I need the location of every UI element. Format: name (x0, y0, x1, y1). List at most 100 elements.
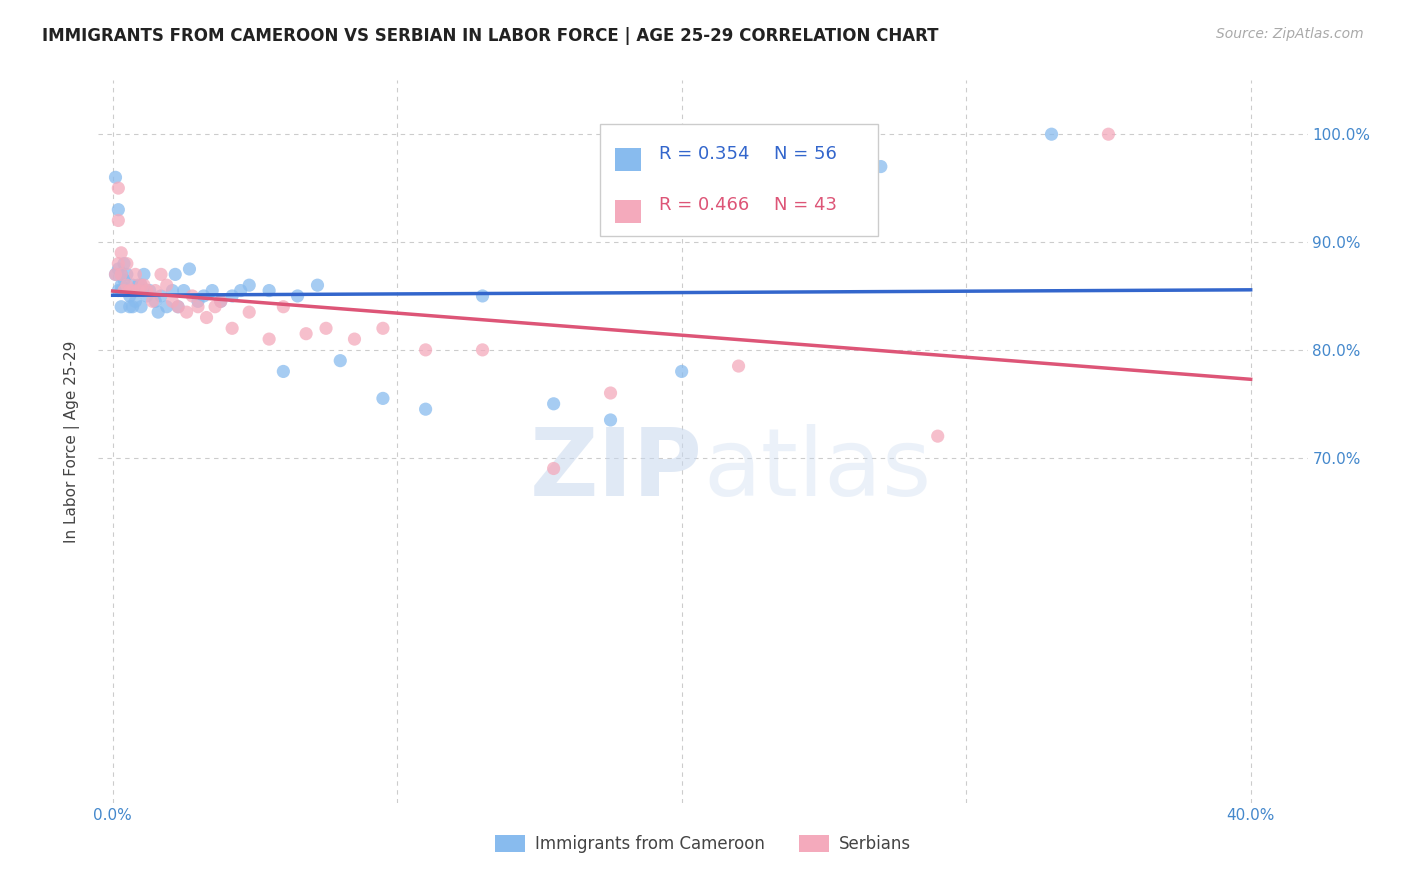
Point (167, 300, 190, 314)
Point (162, 284, 184, 298)
Text: N = 56: N = 56 (775, 145, 837, 163)
Point (343, 332, 366, 346)
Point (121, 278, 143, 293)
Point (257, 332, 280, 346)
Point (156, 278, 179, 293)
Point (238, 278, 260, 293)
Point (187, 294, 209, 309)
Point (195, 310, 218, 325)
FancyBboxPatch shape (614, 201, 641, 223)
Point (112, 273, 135, 287)
Point (112, 284, 135, 298)
Text: R = 0.466: R = 0.466 (659, 195, 749, 213)
Point (209, 294, 232, 309)
Point (127, 278, 149, 293)
Point (257, 284, 280, 298)
Point (415, 343, 437, 357)
Point (132, 284, 155, 298)
Point (129, 300, 152, 314)
Text: ZIP: ZIP (530, 425, 703, 516)
Point (138, 284, 160, 298)
Text: IMMIGRANTS FROM CAMEROON VS SERBIAN IN LABOR FORCE | AGE 25-29 CORRELATION CHART: IMMIGRANTS FROM CAMEROON VS SERBIAN IN L… (42, 27, 939, 45)
Point (107, 257, 129, 271)
Point (107, 262, 129, 277)
Point (107, 202, 129, 217)
Point (132, 268, 155, 282)
Point (115, 257, 138, 271)
Point (371, 392, 394, 406)
Point (115, 284, 138, 298)
Point (135, 284, 157, 298)
Point (1097, 127, 1119, 141)
Point (121, 284, 143, 298)
Point (201, 284, 224, 298)
Point (599, 413, 621, 427)
Point (112, 284, 135, 298)
Point (124, 268, 146, 282)
Point (118, 300, 141, 314)
Point (127, 284, 149, 298)
Point (371, 321, 394, 335)
Point (315, 321, 337, 335)
Point (167, 300, 190, 314)
Text: N = 43: N = 43 (775, 195, 838, 213)
Point (115, 278, 138, 293)
Point (187, 300, 209, 314)
Point (110, 284, 132, 298)
Point (132, 278, 155, 293)
Point (727, 359, 749, 373)
Point (204, 300, 226, 314)
Point (471, 343, 494, 357)
Point (110, 268, 132, 282)
Point (110, 245, 132, 260)
Point (124, 284, 146, 298)
Point (104, 268, 127, 282)
Point (221, 321, 243, 335)
Point (104, 170, 127, 185)
Point (110, 300, 132, 314)
Point (193, 289, 215, 303)
Point (107, 181, 129, 195)
Point (1040, 127, 1063, 141)
Point (173, 284, 195, 298)
Legend: Immigrants from Cameroon, Serbians: Immigrants from Cameroon, Serbians (489, 828, 917, 860)
Point (110, 278, 132, 293)
FancyBboxPatch shape (600, 124, 879, 235)
Point (129, 278, 152, 293)
Point (110, 268, 132, 282)
Point (415, 402, 437, 417)
Point (287, 289, 309, 303)
Text: R = 0.354: R = 0.354 (659, 145, 749, 163)
Point (118, 284, 141, 298)
Point (156, 300, 179, 314)
Point (104, 268, 127, 282)
Text: atlas: atlas (703, 425, 931, 516)
Point (295, 326, 318, 341)
Point (179, 262, 201, 277)
Point (143, 294, 166, 309)
Point (107, 284, 129, 298)
Point (150, 289, 173, 303)
Point (146, 305, 169, 319)
Point (229, 284, 252, 298)
FancyBboxPatch shape (614, 148, 641, 170)
Point (121, 300, 143, 314)
Point (115, 268, 138, 282)
Point (118, 289, 141, 303)
Point (221, 289, 243, 303)
Point (209, 294, 232, 309)
Point (599, 386, 621, 401)
Point (141, 294, 163, 309)
Point (471, 289, 494, 303)
Point (273, 300, 295, 314)
Point (143, 284, 166, 298)
Point (543, 397, 565, 411)
Point (176, 305, 198, 319)
Point (150, 268, 173, 282)
Point (329, 353, 352, 368)
Point (112, 257, 135, 271)
Point (671, 364, 693, 378)
Point (107, 213, 129, 227)
Point (927, 429, 949, 443)
Point (165, 268, 187, 282)
